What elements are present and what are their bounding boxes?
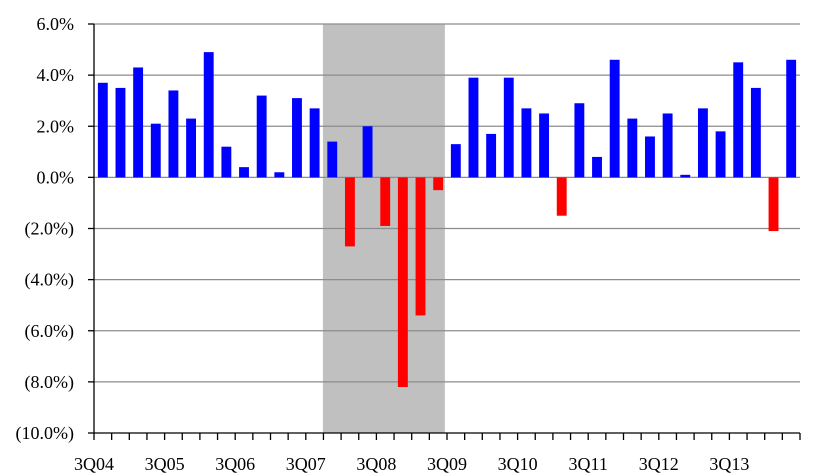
y-tick-label: (2.0%) — [25, 219, 74, 240]
x-tick-label: 3Q10 — [498, 454, 538, 474]
x-tick-label: 3Q07 — [286, 454, 326, 474]
x-tick-label: 3Q11 — [569, 454, 608, 474]
bar-3Q13 — [733, 62, 744, 178]
bar-4Q07 — [327, 141, 338, 178]
bar-3Q08 — [380, 177, 391, 226]
y-tick-label: (10.0%) — [16, 423, 74, 444]
bar-2Q06 — [221, 146, 232, 178]
bar-1Q07 — [274, 172, 285, 178]
bar-2Q09 — [433, 177, 444, 191]
bar-3Q12 — [662, 113, 673, 178]
bar-2Q07 — [292, 98, 302, 178]
x-tick-label: 3Q08 — [356, 454, 396, 474]
y-tick-label: (6.0%) — [25, 321, 74, 342]
bar-1Q11 — [556, 177, 567, 216]
y-tick-label: 6.0% — [37, 14, 75, 34]
bar-1Q09 — [415, 177, 426, 316]
x-tick-label: 3Q13 — [709, 454, 749, 474]
bar-1Q05 — [133, 67, 144, 178]
x-tick-label: 3Q06 — [215, 454, 255, 474]
bar-4Q08 — [397, 177, 408, 387]
bar-1Q10 — [486, 133, 497, 178]
bar-4Q13 — [750, 87, 761, 178]
bar-4Q11 — [609, 59, 620, 178]
x-tick-label: 3Q12 — [639, 454, 679, 474]
bar-2Q13 — [715, 131, 726, 178]
bar-3Q05 — [168, 90, 179, 178]
bar-4Q09 — [468, 77, 479, 178]
bar-2Q12 — [645, 136, 655, 178]
bar-3Q11 — [592, 156, 602, 178]
x-tick-label: 3Q04 — [74, 454, 114, 474]
bar-1Q14 — [768, 177, 779, 232]
bar-2Q10 — [503, 77, 514, 178]
y-tick-label: (8.0%) — [25, 372, 74, 393]
bar-3Q06 — [239, 167, 249, 178]
bar-1Q06 — [203, 52, 214, 178]
bar-4Q05 — [186, 118, 197, 178]
bar-2Q05 — [150, 123, 161, 178]
bar-2Q11 — [574, 103, 585, 178]
bar-4Q12 — [680, 174, 691, 178]
bar-4Q04 — [115, 87, 126, 178]
bar-3Q09 — [450, 144, 461, 178]
bar-1Q13 — [697, 108, 708, 178]
bar-3Q07 — [309, 108, 320, 178]
bar-2Q14 — [786, 59, 797, 178]
bar-4Q10 — [539, 113, 550, 178]
bar-3Q10 — [521, 108, 532, 178]
bar-1Q12 — [627, 118, 638, 178]
y-tick-label: 4.0% — [37, 65, 75, 85]
y-tick-label: 2.0% — [37, 116, 75, 136]
bar-3Q04 — [97, 82, 108, 178]
bar-1Q08 — [344, 177, 355, 247]
x-tick-label: 3Q05 — [145, 454, 185, 474]
bar-4Q06 — [256, 95, 267, 178]
bar-2Q08 — [362, 126, 373, 178]
y-tick-label: (4.0%) — [25, 270, 74, 291]
x-tick-label: 3Q09 — [427, 454, 467, 474]
y-tick-label: 0.0% — [37, 167, 75, 187]
